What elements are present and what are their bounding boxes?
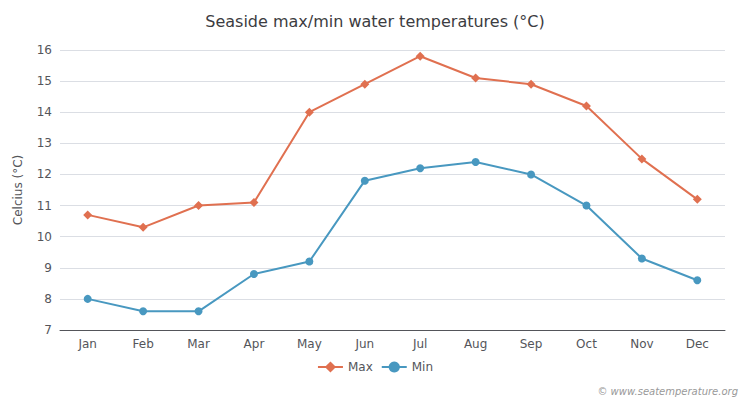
svg-text:15: 15 bbox=[37, 74, 52, 88]
svg-text:© www.seatemperature.org: © www.seatemperature.org bbox=[597, 386, 738, 397]
svg-text:10: 10 bbox=[37, 230, 52, 244]
svg-text:Jun: Jun bbox=[354, 337, 374, 351]
svg-text:8: 8 bbox=[44, 292, 52, 306]
svg-text:14: 14 bbox=[37, 105, 52, 119]
svg-text:16: 16 bbox=[37, 43, 52, 57]
svg-text:Dec: Dec bbox=[686, 337, 709, 351]
svg-text:7: 7 bbox=[44, 323, 52, 337]
svg-text:9: 9 bbox=[44, 261, 52, 275]
svg-text:May: May bbox=[297, 337, 322, 351]
svg-text:Feb: Feb bbox=[133, 337, 154, 351]
svg-text:11: 11 bbox=[37, 199, 52, 213]
svg-text:13: 13 bbox=[37, 136, 52, 150]
svg-text:Celcius (°C): Celcius (°C) bbox=[11, 155, 25, 225]
svg-text:Nov: Nov bbox=[630, 337, 653, 351]
svg-text:12: 12 bbox=[37, 167, 52, 181]
svg-text:Seaside max/min water temperat: Seaside max/min water temperatures (°C) bbox=[205, 12, 545, 31]
svg-text:Sep: Sep bbox=[520, 337, 543, 351]
svg-text:Jul: Jul bbox=[412, 337, 427, 351]
svg-text:Min: Min bbox=[412, 360, 433, 374]
svg-text:Oct: Oct bbox=[576, 337, 597, 351]
svg-text:Aug: Aug bbox=[464, 337, 487, 351]
svg-text:Max: Max bbox=[348, 360, 373, 374]
svg-text:Jan: Jan bbox=[77, 337, 97, 351]
svg-text:Apr: Apr bbox=[244, 337, 265, 351]
svg-text:Mar: Mar bbox=[187, 337, 210, 351]
